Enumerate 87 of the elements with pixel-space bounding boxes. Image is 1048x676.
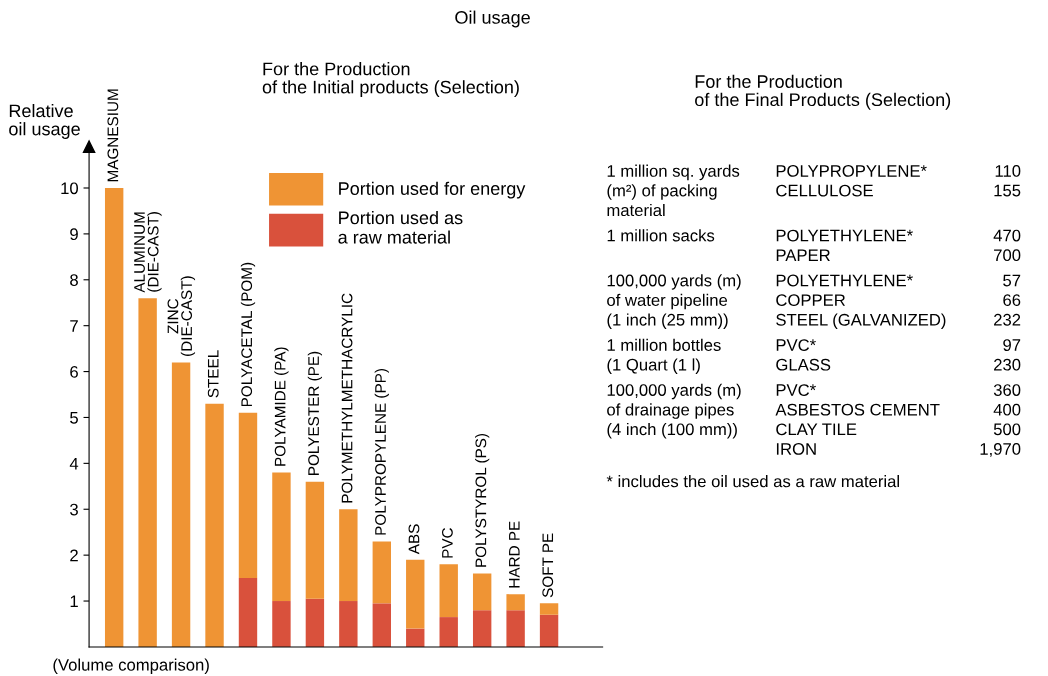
bar	[138, 298, 157, 647]
bar	[439, 564, 458, 618]
text: For the Production of the Final Products (Selection)	[695, 74, 951, 110]
y-tick-label: 1	[70, 595, 78, 608]
bar	[339, 509, 358, 602]
bar	[539, 614, 559, 647]
text: 97	[1003, 339, 1021, 351]
category-label: PAPER	[776, 249, 830, 261]
bar	[339, 601, 358, 647]
category-label: 1 million bottles (1 Quart (1 l)	[607, 338, 721, 374]
bar	[272, 472, 291, 602]
bar	[406, 628, 425, 647]
bar	[472, 610, 492, 647]
bar	[472, 573, 492, 611]
x-tick-label: HARD PE	[509, 521, 520, 588]
x-tick-label: POLYSTYROL (PS)	[475, 433, 490, 567]
x-tick-label: ALUMINUM (DIE-CAST)	[134, 212, 162, 293]
x-tick-label: POLYPROPYLENE (PP)	[374, 368, 389, 535]
text: 700	[994, 249, 1021, 262]
category-label: 100,000 yards (m) of drainage pipes (4 inch (100 mm))	[607, 383, 741, 439]
category-label: PVC*	[776, 384, 816, 396]
category-label: STEEL (GALVANIZED)	[776, 313, 946, 329]
category-label: ASBESTOS CEMENT	[775, 403, 940, 416]
text: 500	[993, 423, 1021, 436]
x-tick-label: POLYACETAL (POM)	[240, 262, 256, 407]
chart-title: Oil usage	[455, 10, 530, 28]
x-tick-label: PVC	[441, 527, 453, 558]
bar	[205, 403, 224, 647]
category-label: GLASS	[776, 358, 831, 371]
bar	[104, 188, 124, 647]
text: 57	[1003, 274, 1021, 287]
x-tick-label: POLYESTER (PE)	[307, 351, 323, 475]
y-tick-label: 7	[70, 320, 78, 332]
y-tick-label: 9	[70, 228, 78, 241]
bar	[439, 617, 458, 647]
bar	[406, 559, 425, 629]
category-label: CELLULOSE	[776, 184, 873, 197]
y-tick-label: 6	[70, 365, 78, 378]
y-tick-label: 10	[61, 182, 79, 195]
x-tick-label: POLYAMIDE (PA)	[274, 347, 289, 466]
text: 230	[994, 358, 1021, 371]
bar	[506, 610, 525, 647]
bar	[372, 603, 391, 647]
x-tick-label: MAGNESIUM	[107, 89, 119, 182]
category-label: POLYPROPYLENE*	[776, 165, 927, 177]
x-tick-label: STEEL	[207, 350, 219, 398]
text: (Volume comparison)	[53, 658, 209, 675]
text: 155	[994, 184, 1021, 197]
bar	[305, 481, 325, 599]
bar	[238, 412, 258, 579]
category-label: 100,000 yards (m) of water pipeline (1 inch (25 mm))	[607, 274, 741, 329]
text: 360	[993, 384, 1021, 396]
bar	[506, 594, 525, 611]
y-axis-title: Relative oil usage	[9, 103, 80, 139]
x-tick-label: ABS	[408, 524, 420, 555]
text: 232	[994, 313, 1021, 326]
category-label: CLAY TILE	[776, 423, 857, 436]
bar	[539, 603, 559, 615]
text: 400	[993, 403, 1021, 416]
chart-subtitle: For the Production of the Initial products (Selection)	[262, 62, 519, 98]
y-tick-label: 3	[70, 503, 78, 516]
text: 1,970	[980, 443, 1021, 457]
y-tick-label: 4	[69, 457, 79, 470]
x-tick-label: SOFT PE	[542, 533, 554, 598]
x-tick-label: ZINC (DIE-CAST)	[167, 276, 196, 356]
legend-label: Portion used for energy	[339, 181, 526, 199]
y-tick-label: 8	[70, 274, 78, 286]
text: * includes the oil used as a raw material	[606, 475, 899, 488]
category-label: COPPER	[776, 294, 846, 307]
text: 66	[1003, 294, 1021, 307]
bar	[171, 362, 191, 647]
y-tick-label: 2	[70, 549, 78, 562]
x-tick-label: POLYMETHYLMETHACRYLIC	[341, 293, 353, 503]
category-label: 1 million sq. yards (m²) of packing material	[607, 164, 740, 217]
bar	[238, 578, 258, 647]
bar	[272, 601, 291, 647]
category-label: POLYETHYLENE*	[776, 229, 913, 242]
y-tick-label: 5	[70, 412, 78, 424]
legend-label: Portion used as a raw material	[338, 210, 463, 244]
text: 470	[993, 229, 1021, 242]
text: 110	[995, 165, 1021, 177]
bar	[372, 541, 391, 604]
category-label: 1 million sacks	[607, 229, 715, 242]
bar	[305, 598, 325, 647]
category-label: PVC*	[776, 339, 816, 351]
category-label: IRON	[776, 443, 816, 455]
category-label: POLYETHYLENE*	[776, 274, 913, 287]
